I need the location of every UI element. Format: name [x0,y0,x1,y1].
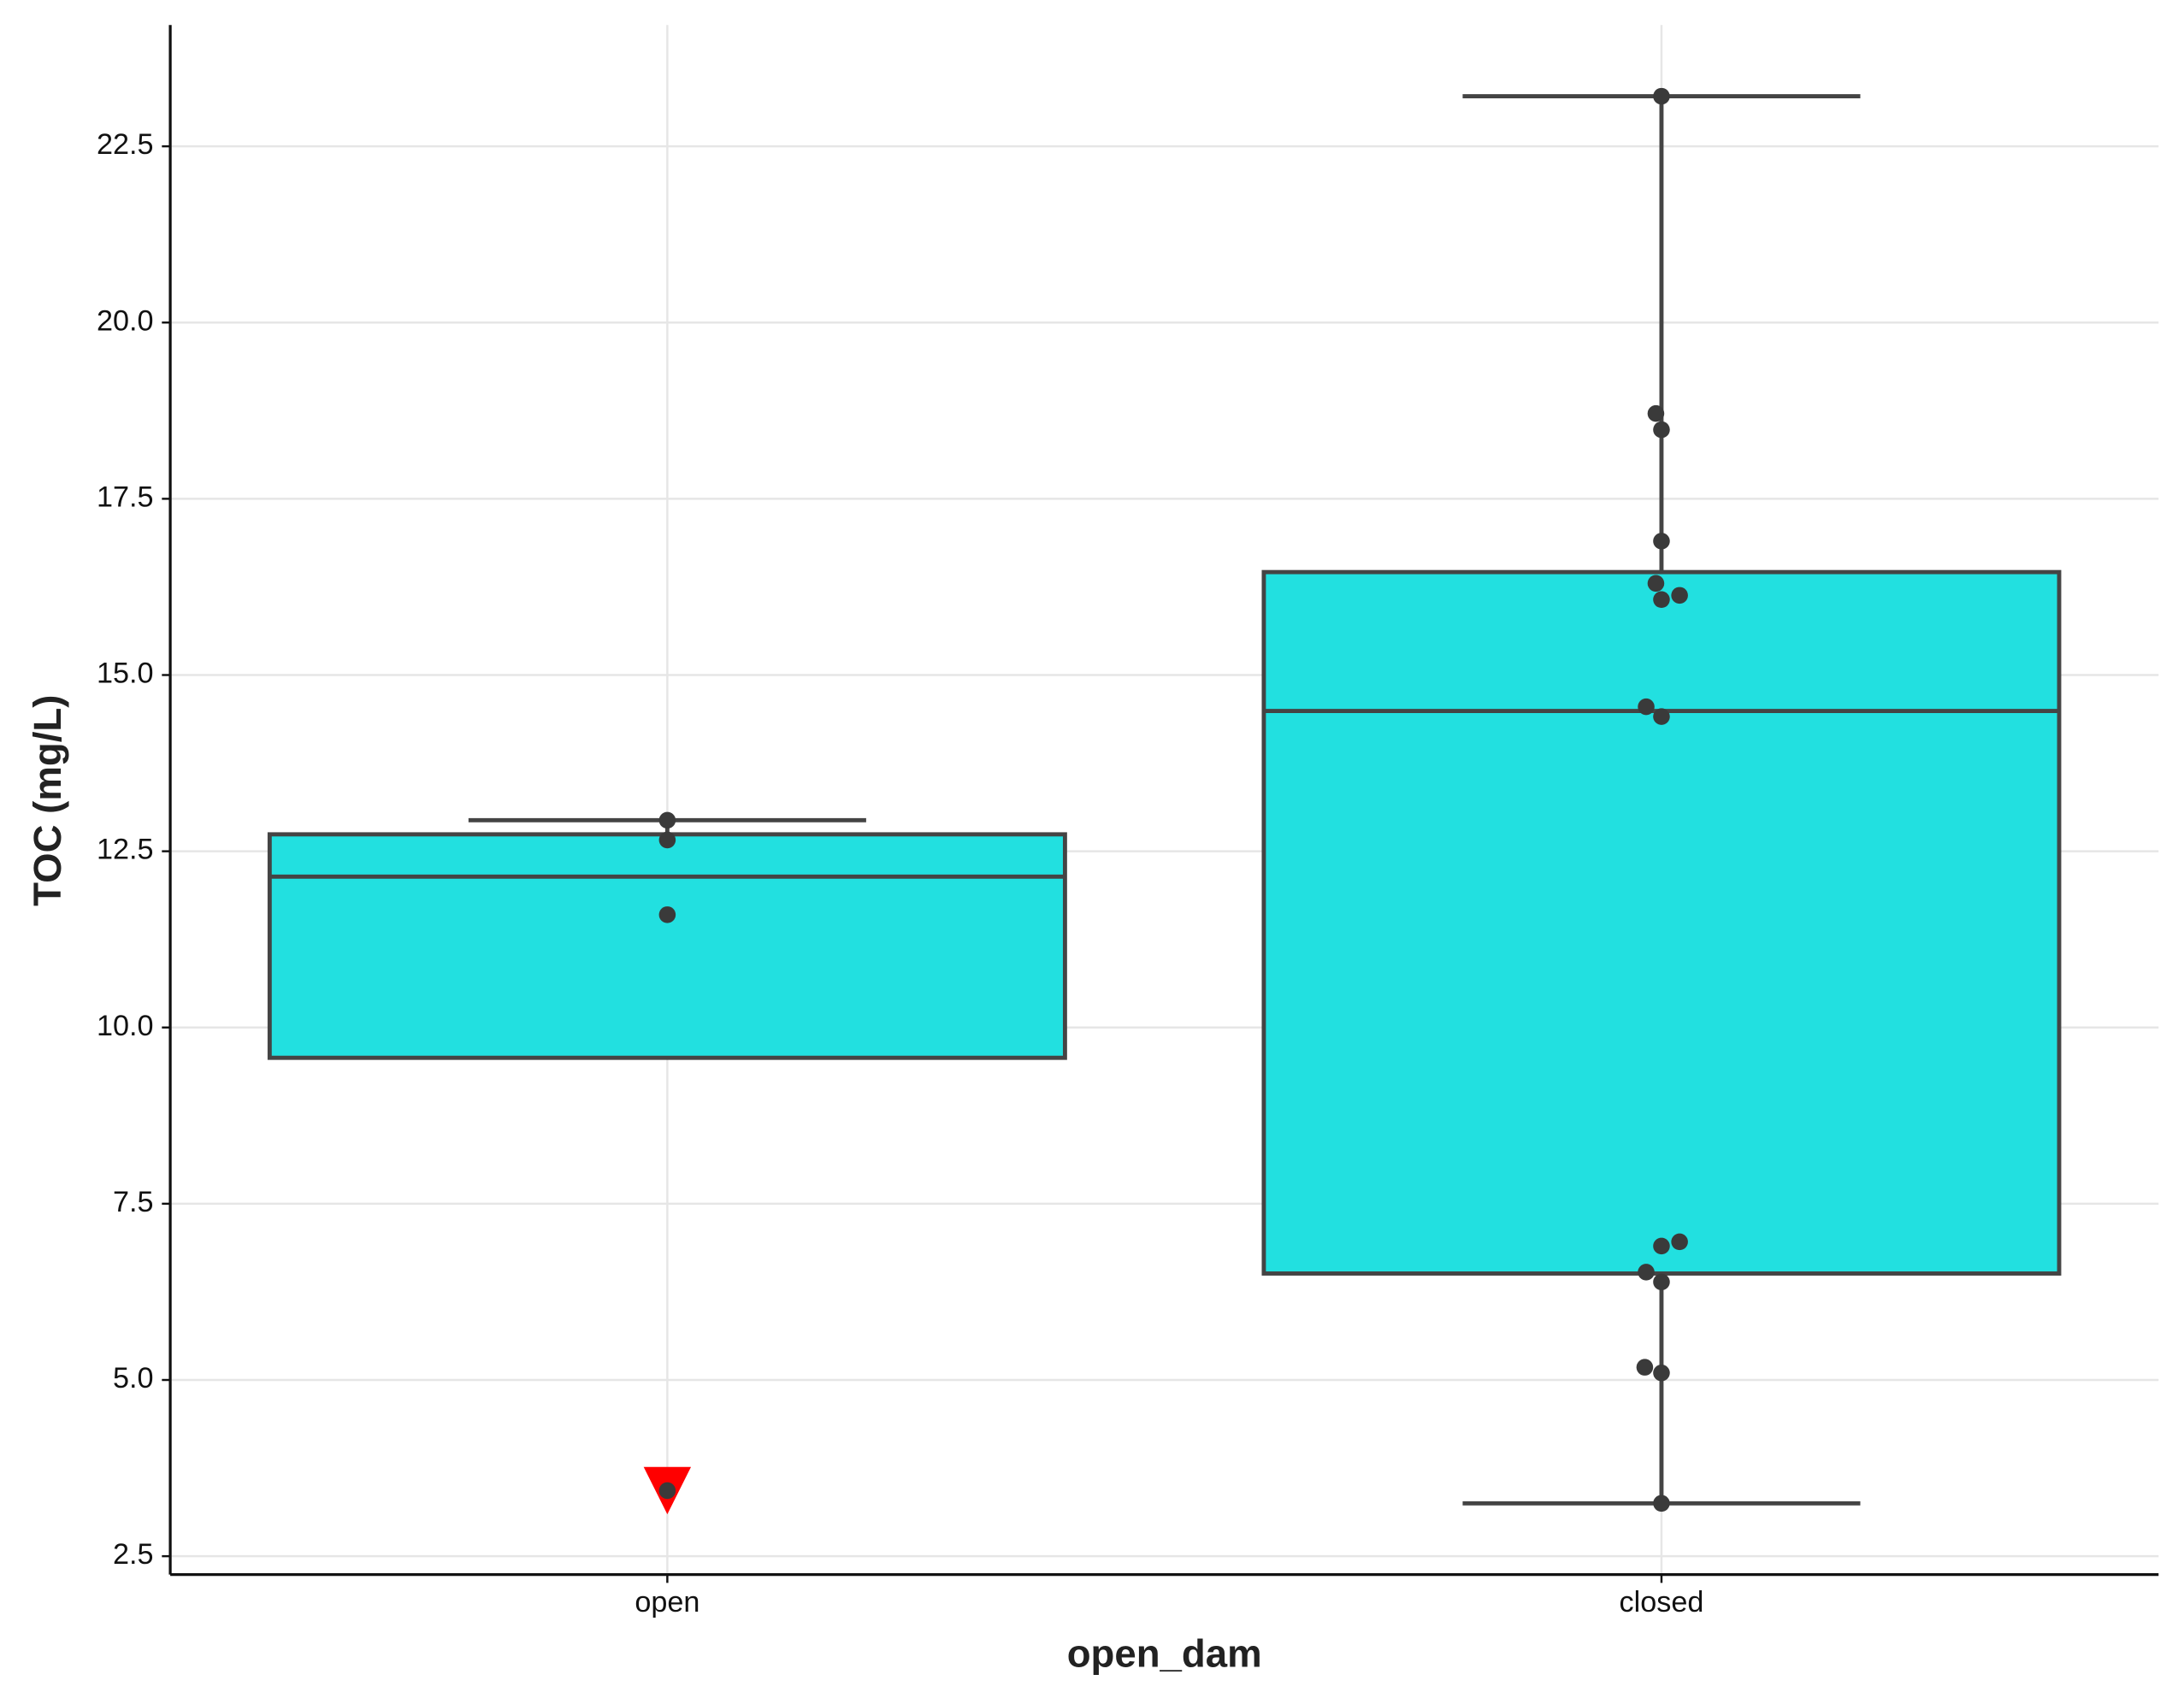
y-tick-label: 10.0 [97,1010,154,1042]
data-point [1653,421,1670,439]
y-tick-label: 20.0 [97,304,154,337]
data-point [1653,591,1670,609]
x-tick-label: closed [1620,1586,1704,1619]
box [1261,569,2062,1276]
y-axis-title: TOC (mg/L) [26,695,69,906]
x-tick-label: open [635,1586,699,1619]
x-axis-title: open_dam [1067,1632,1262,1676]
data-point [1653,1273,1670,1291]
y-tick-label: 2.5 [113,1538,154,1571]
data-point [1638,698,1655,716]
y-tick-label: 12.5 [97,834,154,866]
y-tick-label: 7.5 [113,1186,154,1218]
y-tick-label: 15.0 [97,657,154,690]
data-point [658,906,676,923]
data-point [1647,404,1665,422]
data-point [658,1482,676,1500]
box [267,832,1067,1060]
data-point [1647,575,1665,593]
data-point [1671,587,1688,604]
y-tick-label: 22.5 [97,128,154,161]
y-tick-label: 5.0 [113,1362,154,1394]
data-point [1653,1495,1670,1512]
y-tick-label: 17.5 [97,481,154,513]
data-point [1653,1237,1670,1255]
data-point [1636,1359,1654,1376]
data-point [658,831,676,849]
data-point [1638,1264,1655,1281]
data-point [1653,87,1670,105]
data-point [1653,708,1670,725]
data-point [1653,1364,1670,1382]
data-point [1653,533,1670,550]
data-point [1671,1233,1688,1251]
data-point [658,811,676,829]
